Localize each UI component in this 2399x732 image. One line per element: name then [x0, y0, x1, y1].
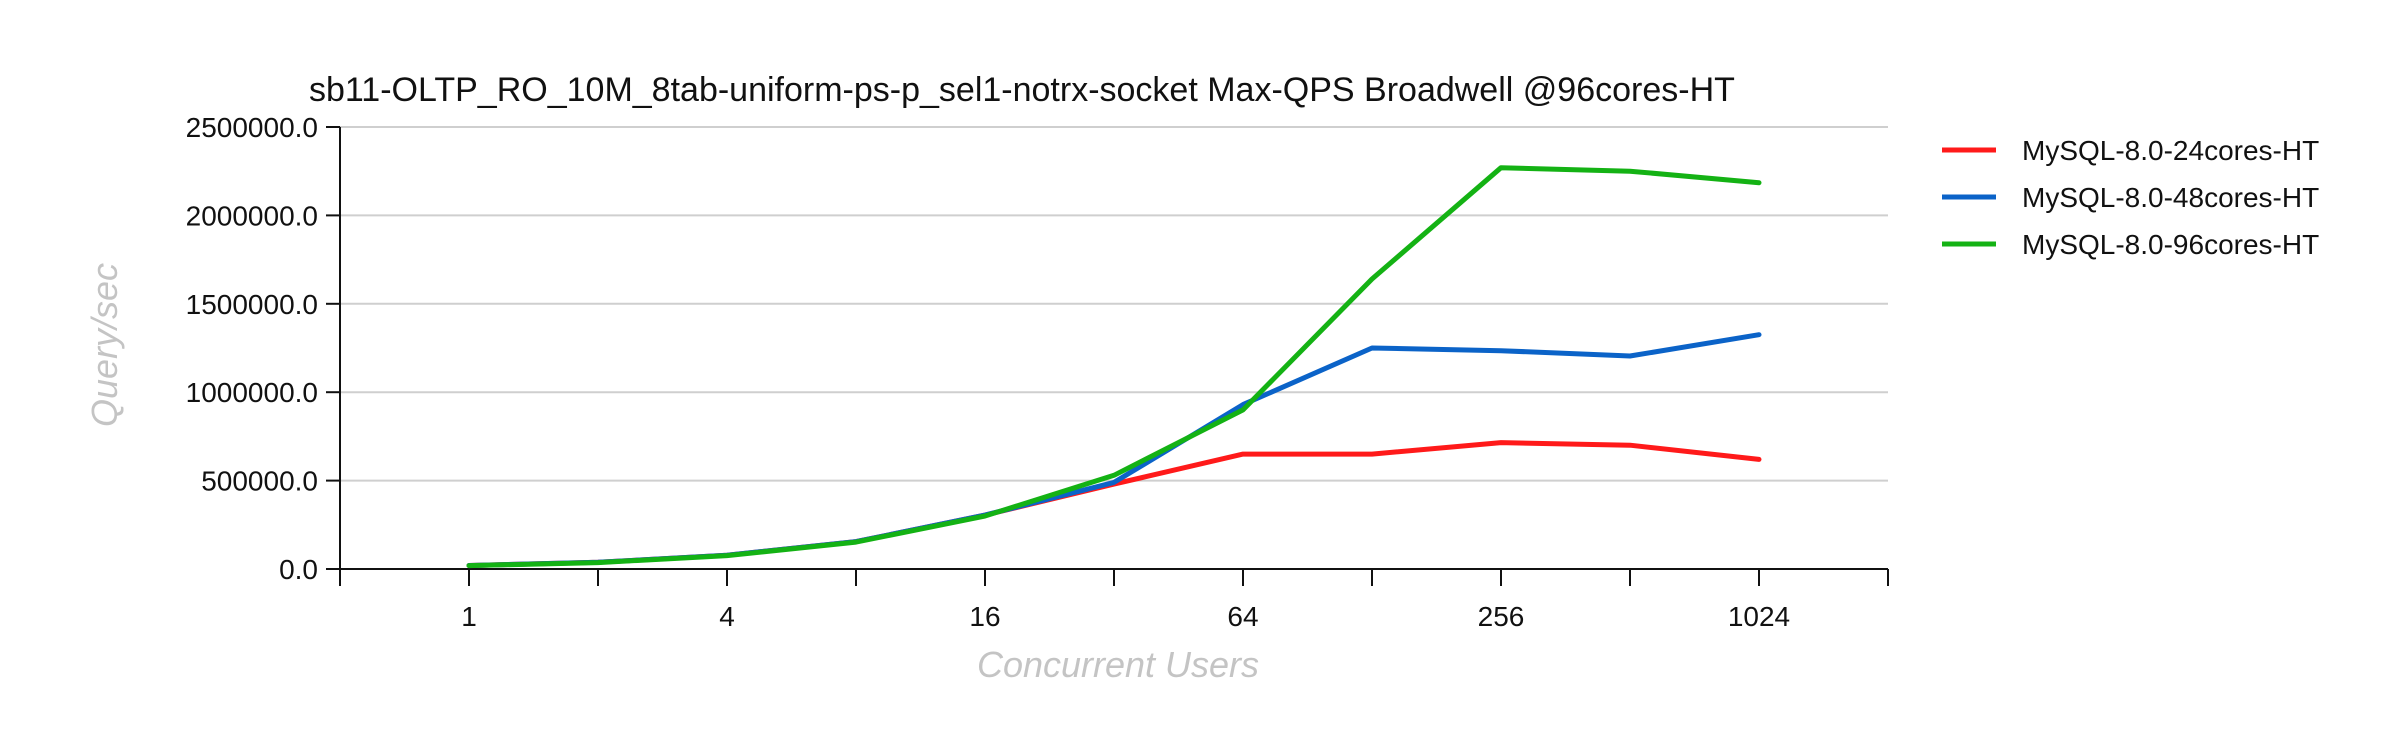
x-tick-labels: 1 4 16 64 256 1024 — [461, 601, 1790, 632]
y-tick-label: 0.0 — [279, 554, 318, 585]
grid-lines — [340, 126, 1888, 482]
legend-label: MySQL-8.0-96cores-HT — [2022, 229, 2319, 260]
x-tick-label: 1 — [461, 601, 477, 632]
legend-label: MySQL-8.0-24cores-HT — [2022, 135, 2319, 166]
y-tick-label: 500000.0 — [201, 466, 318, 497]
x-tick-label: 256 — [1478, 601, 1525, 632]
y-tick-labels: 0.0 500000.0 1000000.0 1500000.0 2000000.0 25… — [186, 112, 318, 585]
x-tick-label: 16 — [969, 601, 1000, 632]
y-axis-title: Query/sec — [84, 263, 125, 427]
series-line-MySQL-8.0-24cores-HT — [466, 440, 1762, 568]
legend-label: MySQL-8.0-48cores-HT — [2022, 182, 2319, 213]
x-tick-label: 1024 — [1728, 601, 1790, 632]
y-tick-label: 1500000.0 — [186, 289, 318, 320]
axes — [326, 126, 1889, 586]
chart-title: sb11-OLTP_RO_10M_8tab-uniform-ps-p_sel1-… — [309, 71, 1735, 109]
series-lines — [466, 165, 1762, 569]
series-line-MySQL-8.0-48cores-HT — [466, 332, 1762, 568]
series-line-MySQL-8.0-96cores-HT — [466, 165, 1762, 569]
x-tick-label: 64 — [1227, 601, 1258, 632]
y-tick-label: 1000000.0 — [186, 377, 318, 408]
legend: MySQL-8.0-24cores-HT MySQL-8.0-48cores-HT… — [1942, 135, 2319, 260]
y-tick-label: 2500000.0 — [186, 112, 318, 143]
y-tick-label: 2000000.0 — [186, 200, 318, 231]
x-axis-title: Concurrent Users — [977, 644, 1259, 685]
x-tick-label: 4 — [719, 601, 735, 632]
